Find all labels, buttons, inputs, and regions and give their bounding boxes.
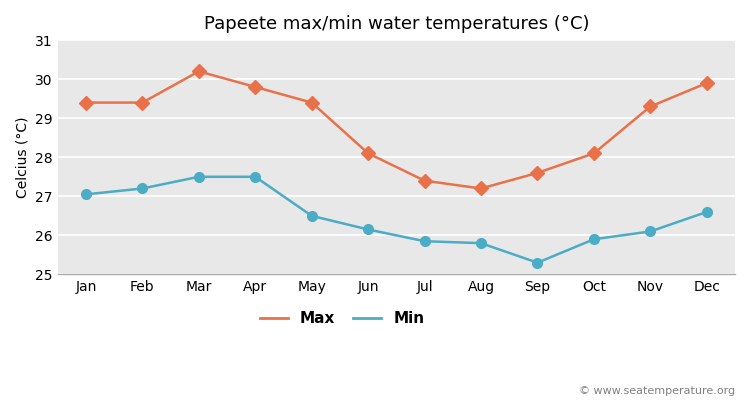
Title: Papeete max/min water temperatures (°C): Papeete max/min water temperatures (°C) <box>203 15 589 33</box>
Text: © www.seatemperature.org: © www.seatemperature.org <box>579 386 735 396</box>
Legend: Max, Min: Max, Min <box>254 305 430 332</box>
Y-axis label: Celcius (°C): Celcius (°C) <box>15 116 29 198</box>
